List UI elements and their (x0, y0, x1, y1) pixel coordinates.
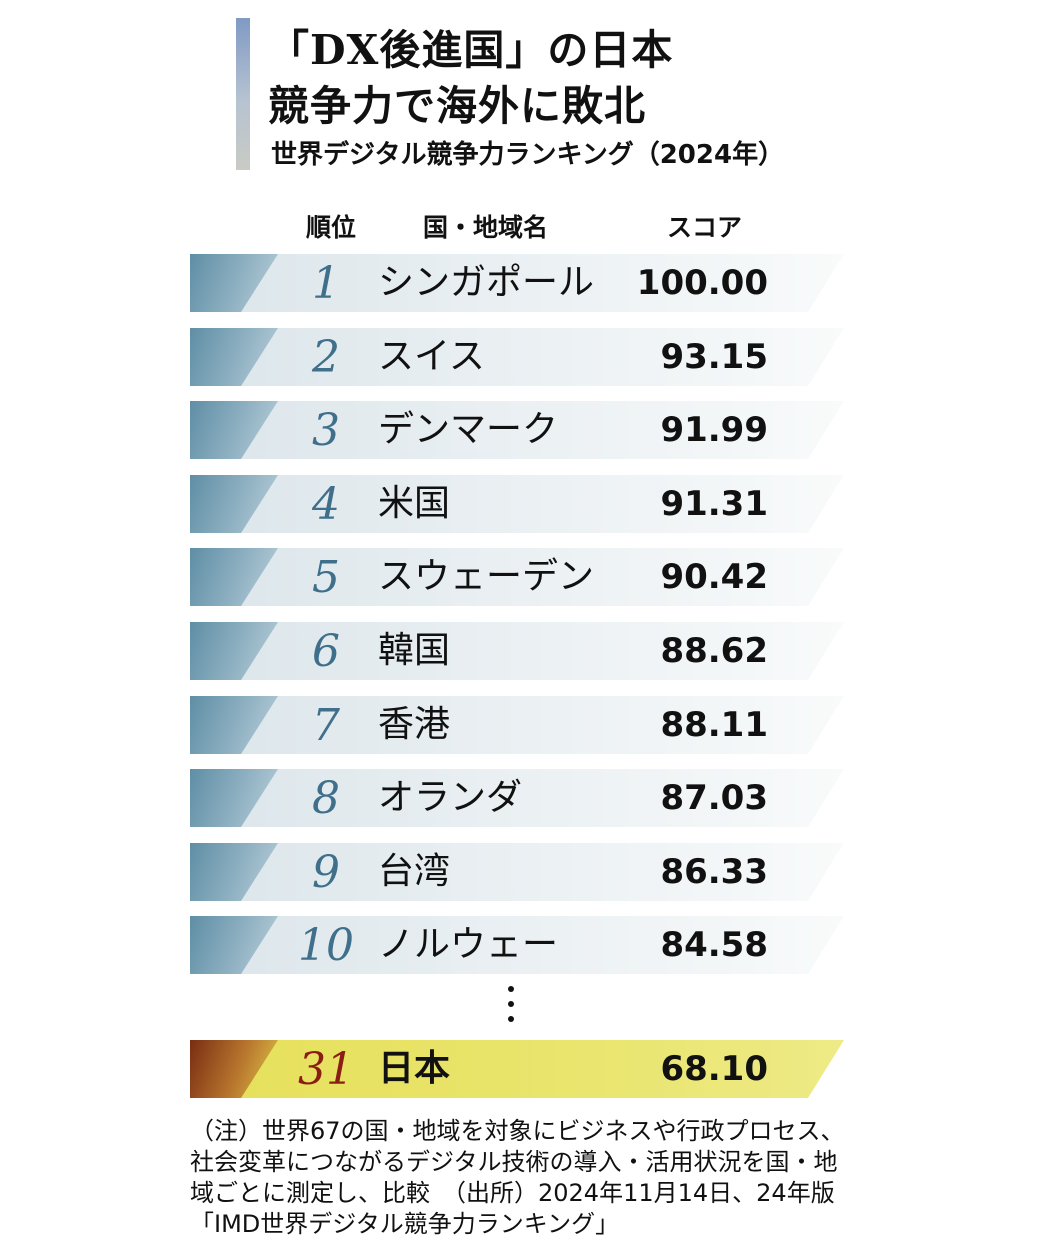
row-background (190, 916, 844, 974)
row-country-name: 米国 (378, 483, 451, 524)
table-row: 10 ノルウェー 84.58 (190, 916, 844, 974)
table-row: 2 スイス 93.15 (190, 328, 844, 386)
row-country-name: 香港 (378, 704, 451, 745)
table-row: 8 オランダ 87.03 (190, 769, 844, 827)
row-country-name: ノルウェー (378, 924, 559, 965)
row-rank: 10 (298, 920, 354, 971)
row-country-name: スイス (378, 336, 485, 377)
row-score: 86.33 (660, 852, 768, 892)
row-rank: 1 (312, 258, 340, 309)
row-background (190, 696, 844, 754)
table-row: 3 デンマーク 91.99 (190, 401, 844, 459)
row-background (190, 475, 844, 533)
row-rank: 2 (312, 332, 340, 383)
row-score: 84.58 (660, 925, 768, 965)
row-rank: 9 (312, 847, 340, 898)
row-rank: 6 (312, 626, 340, 677)
row-rank: 4 (312, 479, 340, 530)
column-header-score: スコア (667, 213, 743, 242)
row-background (190, 328, 844, 386)
table-row: 4 米国 91.31 (190, 475, 844, 533)
table-row: 5 スウェーデン 90.42 (190, 548, 844, 606)
row-score: 87.03 (660, 778, 768, 818)
row-score: 91.31 (660, 484, 768, 524)
ellipsis-dot (508, 1016, 514, 1022)
row-country-name: シンガポール (378, 262, 595, 303)
row-background (190, 254, 844, 312)
row-score: 88.11 (660, 705, 768, 745)
table-row: 9 台湾 86.33 (190, 843, 844, 901)
row-rank: 7 (312, 700, 340, 751)
table-row: 1 シンガポール 100.00 (190, 254, 844, 312)
row-country-name: オランダ (378, 777, 523, 818)
row-score: 91.99 (660, 410, 768, 450)
ellipsis-dot (508, 1001, 514, 1007)
row-background (190, 401, 844, 459)
row-score: 100.00 (636, 263, 768, 303)
page-title-line-1: 「DX後進国」の日本 (268, 26, 674, 74)
row-score: 68.10 (660, 1049, 768, 1089)
vertical-ellipsis (508, 986, 514, 1024)
row-rank: 5 (312, 552, 340, 603)
row-score: 88.62 (660, 631, 768, 671)
row-background (190, 843, 844, 901)
row-country-name: デンマーク (378, 409, 559, 450)
row-country-name: 日本 (378, 1048, 451, 1089)
row-background (190, 622, 844, 680)
row-country-name: スウェーデン (378, 556, 595, 597)
table-row: 7 香港 88.11 (190, 696, 844, 754)
row-score: 90.42 (660, 557, 768, 597)
row-background (190, 548, 844, 606)
row-rank: 3 (312, 405, 340, 456)
page-title-line-2: 競争力で海外に敗北 (268, 82, 646, 130)
row-country-name: 韓国 (378, 630, 451, 671)
title-accent-bar (236, 18, 250, 170)
column-header-country: 国・地域名 (423, 213, 549, 242)
ellipsis-dot (508, 986, 514, 992)
row-rank: 8 (312, 773, 340, 824)
row-country-name: 台湾 (378, 851, 451, 892)
row-background (190, 1040, 844, 1098)
row-rank: 31 (298, 1044, 354, 1095)
chart-subtitle: 世界デジタル競争力ランキング（2024年） (271, 140, 785, 170)
row-score: 93.15 (660, 337, 768, 377)
row-background (190, 769, 844, 827)
highlight-row-japan: 31 日本 68.10 (190, 1040, 844, 1098)
column-header-rank: 順位 (306, 213, 357, 242)
footnote: （注）世界67の国・地域を対象にビジネスや行政プロセス、社会変革につながるデジタ… (190, 1117, 845, 1238)
table-row: 6 韓国 88.62 (190, 622, 844, 680)
